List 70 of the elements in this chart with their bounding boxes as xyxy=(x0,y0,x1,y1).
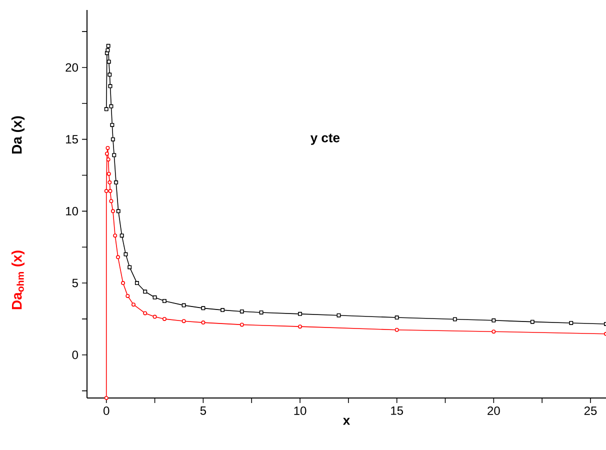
point xyxy=(106,172,111,176)
point xyxy=(124,252,128,256)
point xyxy=(201,320,206,325)
point xyxy=(106,146,110,150)
point xyxy=(112,153,116,158)
point xyxy=(108,189,112,194)
point xyxy=(104,107,108,112)
x-tick-label: 20 xyxy=(488,406,500,416)
x-tick-label: 10 xyxy=(294,406,306,416)
y-tick-label: 15 xyxy=(66,135,78,144)
point xyxy=(152,314,157,319)
point xyxy=(104,152,109,156)
point xyxy=(104,189,108,194)
point xyxy=(298,324,302,329)
point xyxy=(162,316,166,321)
point xyxy=(143,311,148,316)
point xyxy=(116,255,120,260)
point xyxy=(109,104,114,108)
point xyxy=(259,310,264,314)
point xyxy=(120,234,124,238)
point xyxy=(113,234,118,238)
y-tick-label: 0 xyxy=(72,350,78,360)
x-tick-label: 15 xyxy=(391,406,404,415)
point xyxy=(569,320,574,325)
point xyxy=(394,316,399,320)
point xyxy=(162,298,166,303)
point xyxy=(131,302,136,307)
y-axis-title: Da (x) xyxy=(11,116,25,154)
point xyxy=(114,180,118,184)
x-tick-label: 5 xyxy=(200,406,206,415)
point xyxy=(240,309,244,314)
point xyxy=(220,308,225,312)
point xyxy=(108,180,112,184)
text: Da$_{ohm}$ (x) xyxy=(11,250,25,310)
point xyxy=(492,318,496,322)
point xyxy=(152,295,157,300)
point xyxy=(108,72,112,77)
y-tick-label: 5 xyxy=(72,278,78,288)
point xyxy=(106,44,110,48)
annotation: y cte xyxy=(310,134,340,145)
point xyxy=(201,306,206,310)
point xyxy=(394,328,399,332)
point xyxy=(530,320,534,324)
point xyxy=(182,303,186,308)
point xyxy=(116,209,120,214)
point xyxy=(106,157,110,162)
point xyxy=(126,294,130,298)
point xyxy=(121,281,126,286)
point xyxy=(182,319,186,324)
point xyxy=(104,396,108,400)
point xyxy=(240,322,244,327)
point xyxy=(110,137,115,142)
point xyxy=(336,313,341,318)
point xyxy=(110,122,114,127)
y-tick-label: 20 xyxy=(66,63,78,72)
x-axis-title: x xyxy=(342,418,350,425)
point xyxy=(143,290,148,294)
point xyxy=(492,330,496,334)
point xyxy=(106,60,111,64)
point xyxy=(134,281,139,286)
point xyxy=(110,209,115,214)
point xyxy=(106,48,110,52)
point xyxy=(452,317,457,322)
point xyxy=(109,199,114,204)
x-tick-label: 0 xyxy=(104,406,110,416)
point xyxy=(108,84,112,88)
point xyxy=(128,265,132,270)
point xyxy=(298,312,302,316)
y-tick-label: 10 xyxy=(66,206,78,216)
x-tick-label: 25 xyxy=(584,406,597,416)
